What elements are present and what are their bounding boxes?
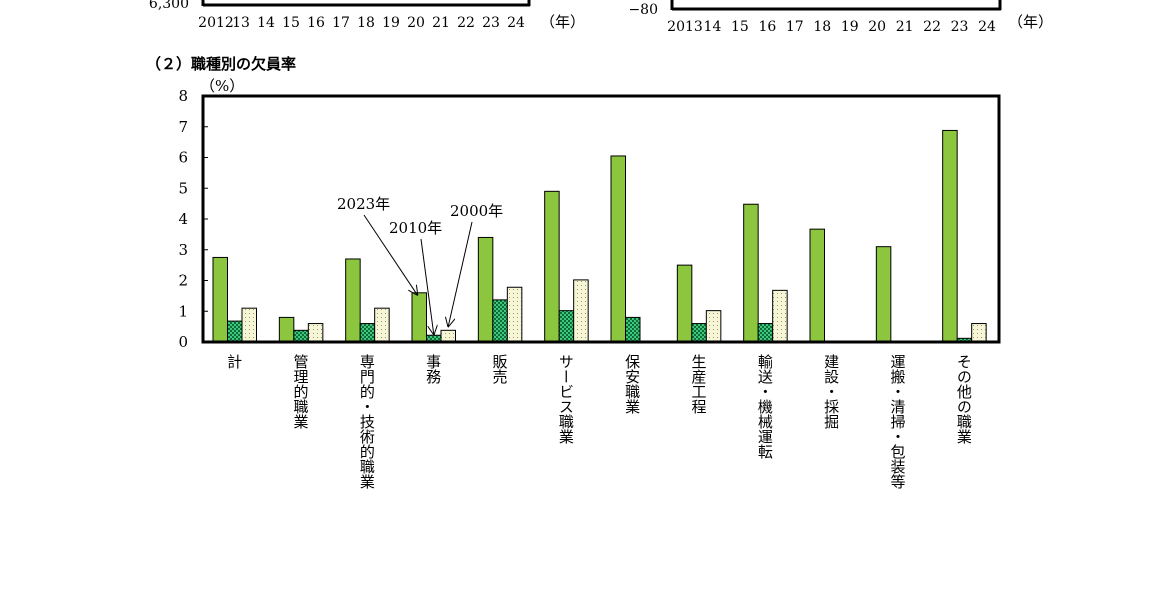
bar-2010	[757, 323, 774, 343]
series-annotation-label: 2000年	[450, 202, 503, 220]
bar-2023	[278, 316, 295, 343]
category-label: 計	[225, 354, 243, 369]
y-tick-label: 2	[178, 272, 188, 290]
y-tick-label: 8	[178, 87, 188, 105]
bar-2023	[743, 203, 759, 343]
bar-2000	[307, 323, 324, 343]
y-axis-ticks: 0 1 2 3 4 5 6 7 8	[178, 87, 208, 351]
category-label: 販売	[491, 354, 509, 385]
top-left-x-tick-label: 21	[432, 15, 450, 31]
top-right-x-tick-label: 23	[951, 19, 969, 35]
top-right-x-tick-label: 19	[841, 19, 859, 35]
series-annotation-label: 2023年	[337, 195, 390, 213]
top-left-x-tick-label: 20	[407, 15, 425, 31]
top-right-year-unit: （年）	[1008, 13, 1053, 31]
series-annotation-label: 2010年	[389, 219, 442, 237]
top-left-x-tick-label: 16	[307, 15, 325, 31]
bar-2010	[558, 310, 575, 343]
category-label: その他の職業	[955, 354, 973, 444]
bar-2000	[705, 310, 722, 343]
bar-2023	[411, 292, 427, 343]
bar-2000	[506, 286, 523, 343]
bar-2010	[293, 329, 309, 343]
category-label: サービス職業	[557, 354, 575, 444]
category-label: 保安職業	[623, 354, 641, 414]
bar-2023	[345, 258, 361, 343]
top-left-y-tick-label: 6,300	[149, 0, 189, 12]
top-left-x-tick-label: 19	[382, 15, 400, 31]
top-right-x-tick-label: 22	[923, 19, 941, 35]
bar-2010	[359, 323, 376, 343]
bar-2000	[573, 279, 589, 343]
category-label: 管理的職業	[292, 354, 310, 429]
top-right-x-ticks: 2013 14 15 16 17 18 19 20 21 22 23 24	[667, 19, 996, 35]
top-right-x-tick-label: 14	[704, 19, 722, 35]
top-left-x-tick-label: 17	[332, 15, 350, 31]
bars	[212, 129, 987, 343]
category-label: 生産工程	[690, 354, 708, 414]
y-tick-label: 0	[178, 333, 188, 351]
bar-2000	[374, 307, 390, 343]
y-tick-label: 1	[178, 302, 188, 320]
category-label: 事務	[424, 354, 442, 385]
top-right-x-tick-label: 18	[813, 19, 831, 35]
main-bar-chart: （%） 0 1 2 3 4 5 6 7 8 計 管理的職業 専門的・技術的職業 事務 販売 サービス職業 保…	[178, 77, 1001, 489]
annotation-arrow	[448, 221, 473, 326]
top-right-x-tick-label: 24	[978, 19, 996, 35]
top-right-x-tick-label: 17	[786, 19, 804, 35]
y-tick-label: 4	[178, 210, 188, 228]
section-title: （２）職種別の欠員率	[146, 55, 296, 73]
bar-2010	[625, 316, 641, 343]
top-left-x-tick-label: 22	[457, 15, 475, 31]
bar-2023	[676, 264, 693, 343]
top-left-x-tick-label: 24	[507, 15, 525, 31]
category-label: 専門的・技術的職業	[358, 354, 376, 489]
category-labels: 計 管理的職業 専門的・技術的職業 事務 販売 サービス職業 保安職業 生産工程 輸送・機械運転…	[225, 354, 973, 489]
bar-2000	[241, 307, 257, 343]
bar-2010	[227, 320, 243, 343]
category-label: 輸送・機械運転	[756, 354, 774, 459]
bar-2023	[809, 228, 825, 343]
y-tick-label: 3	[178, 241, 188, 259]
top-left-x-tick-label: 23	[482, 15, 500, 31]
bar-2000	[971, 323, 987, 343]
top-left-x-tick-label: 18	[357, 15, 375, 31]
bar-2023	[875, 246, 892, 343]
top-right-x-tick-label: 21	[896, 19, 914, 35]
series-annotations: 2023年 2010年 2000年	[337, 195, 503, 334]
top-left-x-tick-label: 15	[282, 15, 300, 31]
bar-2023	[212, 256, 228, 343]
plot-frame	[201, 94, 1001, 344]
category-label: 建設・採掘	[822, 354, 840, 430]
top-right-y-tick-label: −80	[628, 2, 658, 18]
bar-2010	[492, 299, 508, 343]
bar-2023	[942, 129, 958, 343]
top-right-x-tick-label: 20	[868, 19, 886, 35]
y-axis-unit-label: （%）	[200, 77, 244, 95]
top-left-x-tick-label: 14	[257, 15, 275, 31]
y-tick-label: 7	[178, 118, 188, 136]
y-tick-label: 5	[178, 179, 188, 197]
top-right-x-tick-label: 15	[731, 19, 749, 35]
annotation-arrow	[363, 214, 417, 295]
bar-2010	[691, 323, 707, 343]
top-left-x-tick-label: 13	[232, 15, 250, 31]
top-left-year-unit: （年）	[540, 13, 585, 31]
bar-2023	[544, 190, 560, 343]
bar-2000	[772, 289, 788, 343]
top-right-x-tick-label: 16	[758, 19, 776, 35]
bar-2023	[610, 155, 626, 343]
top-left-x-tick-label: 2012	[198, 15, 234, 31]
bar-2023	[477, 236, 494, 343]
bar-2000	[440, 329, 456, 343]
top-right-partial-chart: −80 2013 14 15 16 17 18 19 20 21 22 23 24 （年）	[628, 0, 1053, 35]
category-label: 運搬・清掃・包装等	[889, 354, 907, 489]
top-right-x-tick-label: 2013	[667, 19, 703, 35]
y-tick-label: 6	[178, 149, 188, 167]
annotation-arrow	[420, 238, 434, 334]
